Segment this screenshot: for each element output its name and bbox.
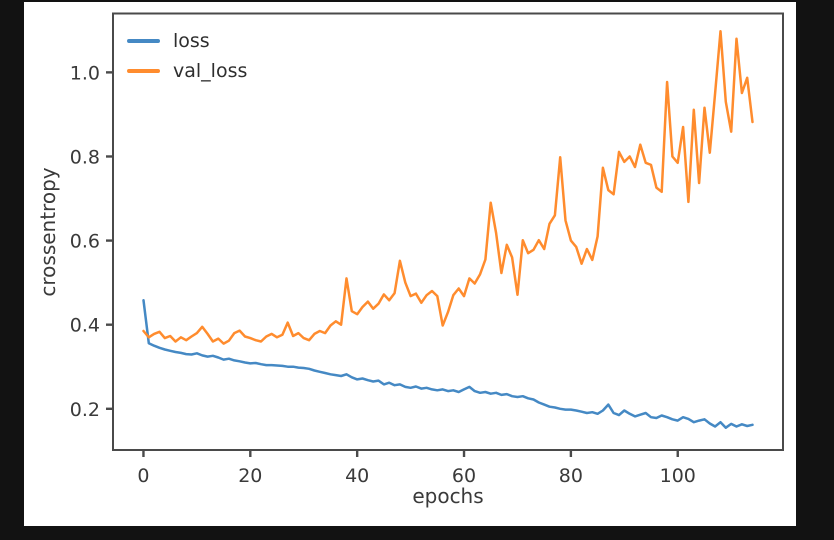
y-tick-label: 0.6 (70, 231, 100, 253)
legend-item-val-loss: val_loss (127, 59, 247, 83)
legend: loss val_loss (127, 29, 247, 83)
y-tick-label: 0.8 (70, 146, 100, 168)
x-tick-label: 60 (452, 465, 476, 487)
matplotlib-figure: 0 20 40 60 80 100 0.2 0.4 0.6 0.8 1.0 epochs cross… (24, 2, 796, 526)
x-tick-label: 20 (238, 465, 262, 487)
val-loss-line-swatch-icon (127, 69, 160, 73)
val-loss-line (142, 29, 754, 345)
y-tick-label: 0.4 (70, 315, 100, 337)
legend-item-loss: loss (127, 29, 247, 53)
x-tick-label: 0 (137, 465, 149, 487)
axes-frame (112, 12, 784, 451)
loss-chart: 0 20 40 60 80 100 0.2 0.4 0.6 0.8 1.0 (70, 12, 784, 487)
y-tick-label: 1.0 (70, 62, 100, 84)
y-tick-label: 0.2 (70, 399, 100, 421)
y-axis-label: crossentropy (36, 167, 60, 297)
loss-line (142, 299, 754, 429)
loss-line-swatch-icon (127, 39, 160, 43)
x-axis-label: epochs (412, 484, 484, 508)
legend-label-val-loss: val_loss (173, 59, 248, 82)
x-tick-label: 40 (345, 465, 369, 487)
legend-label-loss: loss (173, 29, 210, 52)
x-tick-label: 100 (660, 465, 696, 487)
x-tick-label: 80 (559, 465, 583, 487)
